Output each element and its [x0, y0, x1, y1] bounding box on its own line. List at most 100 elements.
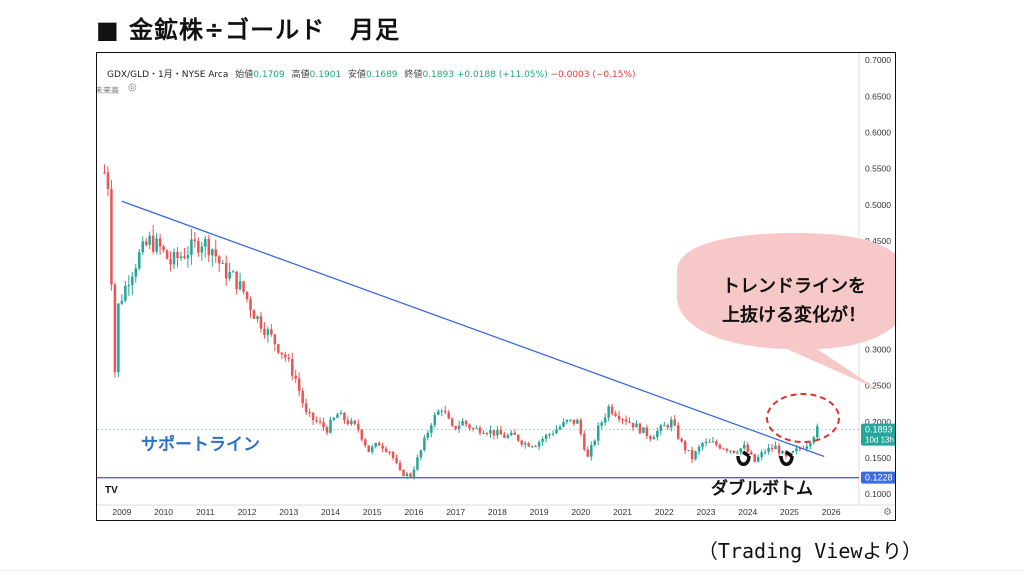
candle-body	[211, 249, 214, 256]
candles	[103, 164, 819, 480]
candle-body	[718, 444, 722, 449]
candle-body	[350, 420, 353, 425]
candle-body	[294, 375, 297, 379]
candle-body	[256, 316, 259, 319]
candle-body	[200, 246, 204, 253]
x-axis: 2009 2010 2011 2012 2013 2014 2015 2016 2017 2018…	[97, 504, 895, 517]
candle-body	[127, 285, 131, 287]
candle-body	[367, 445, 370, 452]
candle-body	[534, 446, 537, 448]
symbol-info-bar: GDX/GLD・1月・NYSE Arca 始値0.1709 高値0.1901 安…	[107, 67, 636, 80]
candle-body	[760, 452, 763, 458]
candle-body	[228, 271, 231, 279]
candle-body	[457, 425, 461, 429]
price-tag-value: 0.1893	[865, 425, 893, 435]
candle-body	[172, 251, 176, 265]
candle-body	[610, 406, 614, 414]
candle-body	[795, 448, 798, 452]
high-label: 高値	[291, 70, 310, 80]
candle-body	[308, 411, 311, 413]
x-tick-label: 2012	[238, 507, 257, 517]
support-tag: 0.1228	[861, 471, 895, 484]
candle-body	[464, 420, 468, 425]
candle-body	[694, 451, 697, 460]
candle-body	[204, 238, 207, 247]
candle-body	[450, 418, 454, 426]
candle-body	[468, 424, 471, 429]
candle-body	[586, 449, 590, 457]
candle-body	[381, 445, 384, 449]
candle-body	[777, 445, 781, 454]
y-tick-label: 0.1500	[865, 453, 891, 463]
candle-body	[603, 417, 607, 423]
candle-body	[280, 352, 284, 355]
low-value: 0.1689	[366, 70, 398, 80]
close-value: 0.1893	[422, 70, 454, 80]
candle-body	[489, 430, 492, 434]
x-tick-label: 2011	[196, 507, 215, 517]
candle-body	[221, 262, 224, 264]
candle-body	[419, 450, 423, 458]
candle-body	[558, 426, 562, 430]
candle-body	[131, 276, 134, 286]
x-tick-label: 2009	[112, 507, 131, 517]
candle-body	[579, 419, 583, 434]
change2-value: −0.0003 (−0.15%)	[550, 70, 636, 80]
close-label: 終値	[404, 70, 423, 80]
candle-body	[437, 411, 440, 415]
candle-body	[781, 451, 784, 454]
x-tick-label: 2023	[697, 507, 716, 517]
x-tick-label: 2013	[279, 507, 298, 517]
callout-shape	[677, 233, 895, 389]
candle-body	[475, 427, 478, 429]
settings-icon[interactable]: ⚙	[883, 507, 892, 518]
candle-body	[530, 446, 534, 448]
x-tick-label: 2025	[780, 507, 799, 517]
candle-body	[364, 439, 367, 446]
candle-body	[447, 412, 450, 419]
x-tick-label: 2019	[530, 507, 549, 517]
symbol-label[interactable]: GDX/GLD・1月・NYSE Arca	[107, 70, 229, 80]
candle-body	[503, 434, 506, 438]
candle-body	[430, 425, 433, 433]
candle-body	[708, 441, 711, 443]
candle-body	[614, 413, 617, 416]
candle-body	[523, 443, 527, 445]
candle-body	[767, 447, 770, 452]
candle-body	[753, 454, 756, 462]
candle-body	[527, 443, 530, 447]
candle-body	[541, 439, 544, 442]
candle-body	[663, 425, 666, 427]
candle-body	[266, 329, 270, 335]
breakout-highlight-ring	[766, 393, 840, 443]
candle-body	[572, 419, 576, 424]
tradingview-logo: TV	[105, 485, 118, 496]
candle-body	[353, 420, 357, 424]
eye-icon[interactable]: ◎	[128, 82, 137, 93]
candle-body	[263, 328, 266, 335]
candle-body	[117, 303, 120, 373]
candle-body	[816, 426, 819, 438]
candle-body	[343, 412, 346, 421]
candle-body	[287, 357, 291, 360]
candle-body	[252, 310, 256, 319]
candle-body	[711, 441, 715, 443]
candle-body	[377, 443, 381, 446]
candle-body	[763, 451, 767, 453]
candle-body	[137, 252, 141, 269]
candle-body	[461, 420, 464, 426]
candle-body	[496, 429, 499, 436]
candle-body	[676, 425, 680, 439]
candle-body	[273, 334, 277, 345]
candle-body	[176, 251, 179, 258]
candle-body	[103, 172, 106, 174]
candle-body	[607, 406, 610, 418]
candle-body	[791, 451, 795, 453]
volume-label: 未来高	[96, 86, 119, 95]
candle-body	[318, 421, 322, 423]
candle-body	[141, 241, 144, 253]
candle-body	[701, 443, 704, 447]
candle-body	[725, 448, 729, 451]
x-tick-label: 2018	[488, 507, 507, 517]
y-tick-label: 0.5000	[865, 200, 891, 210]
